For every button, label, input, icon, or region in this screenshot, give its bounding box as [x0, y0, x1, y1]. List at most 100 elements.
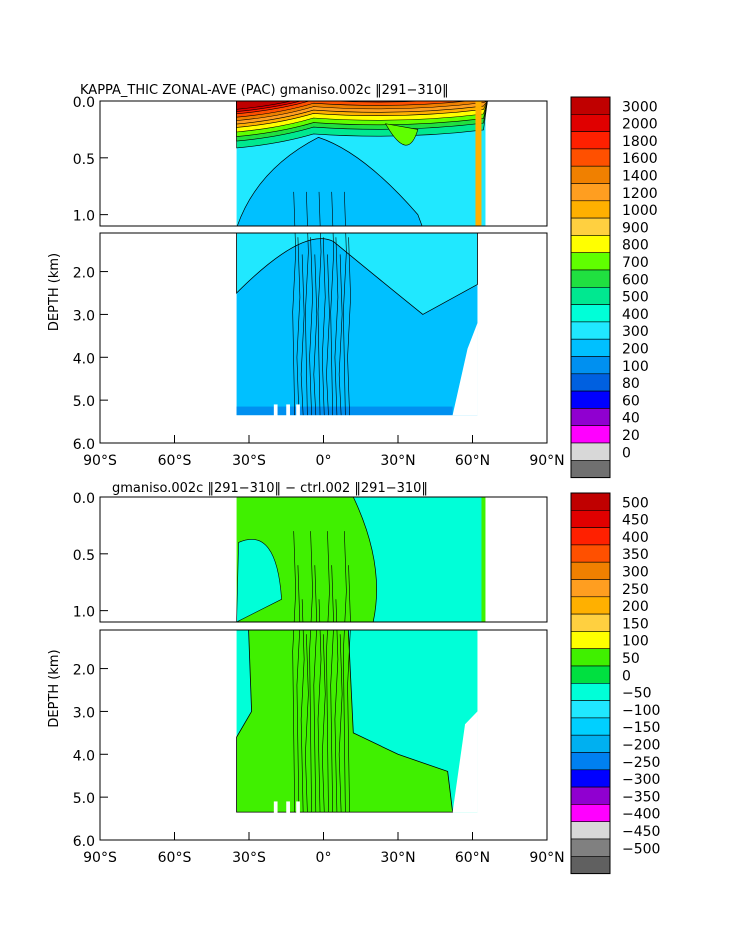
- colorbar-swatch: [570, 648, 611, 667]
- colorbar-swatch: [570, 165, 611, 184]
- colorbar-label: 400: [622, 307, 649, 323]
- x-tick-label: 90°S: [83, 453, 117, 469]
- contour-noise: [292, 630, 351, 813]
- colorbar-swatch: [570, 596, 611, 615]
- colorbar-swatch: [570, 509, 611, 528]
- y-tick-label: 2.0: [73, 266, 95, 282]
- x-tick-label: 30°N: [380, 453, 415, 469]
- x-tick-label: 30°N: [380, 850, 415, 866]
- x-tick-label: 60°S: [158, 850, 192, 866]
- x-tick-label: 30°S: [232, 850, 266, 866]
- colorbar-swatch: [570, 561, 611, 580]
- x-tick-label: 90°N: [529, 850, 564, 866]
- y-tick-label: 4.0: [73, 748, 95, 764]
- colorbar-label: 0: [622, 445, 631, 461]
- contour-800-notch: [385, 123, 419, 146]
- y-tick-label: 0.5: [73, 152, 95, 168]
- colorbar-label: 20: [622, 428, 640, 444]
- contour-400: [236, 233, 478, 315]
- y-tick-label: 0.0: [73, 491, 95, 507]
- x-tick-label: 90°S: [83, 850, 117, 866]
- y-axis-label: DEPTH (km): [47, 253, 62, 331]
- bathymetry-mask: [452, 711, 478, 813]
- seamount-gap: [273, 801, 278, 815]
- colorbar-label: 1800: [622, 134, 658, 150]
- contour-band: [236, 101, 488, 110]
- upper-field: [236, 497, 486, 622]
- contour-band: [236, 101, 488, 118]
- y-tick-label: 3.0: [73, 308, 95, 324]
- colorbar-label: −150: [622, 720, 660, 736]
- y-tick-label: 0.5: [73, 548, 95, 564]
- colorbar-label: 50: [622, 651, 640, 667]
- colorbar-swatch: [570, 613, 611, 632]
- colorbar-swatch: [570, 114, 611, 132]
- colorbar-swatch: [570, 442, 611, 461]
- colorbar-label: 400: [622, 530, 649, 546]
- colorbar-swatch: [570, 579, 611, 598]
- colorbar-label: 80: [622, 376, 640, 392]
- contour-neg50-left: [236, 538, 282, 622]
- colorbar-swatch: [570, 356, 611, 375]
- colorbar-swatch: [570, 286, 611, 305]
- x-tick-label: 60°S: [158, 453, 192, 469]
- chart-title: gmaniso.002c ‖291−310‖ − ctrl.002 ‖291−3…: [112, 481, 428, 496]
- colorbar-label: −300: [622, 772, 660, 788]
- boundary-strip: [475, 497, 482, 622]
- colorbar-label: 100: [622, 359, 649, 375]
- colorbar-label: 300: [622, 565, 649, 581]
- x-tick-label: 60°N: [455, 850, 490, 866]
- upper-frame: [99, 496, 548, 623]
- upper-frame: [99, 100, 548, 227]
- contour-300: [236, 136, 423, 226]
- colorbar-swatch: [570, 855, 611, 874]
- colorbar-swatch: [570, 717, 611, 736]
- colorbar-swatch: [570, 769, 611, 788]
- colorbar-swatch: [570, 131, 611, 150]
- colorbar-swatch: [570, 752, 611, 771]
- y-tick-label: 4.0: [73, 351, 95, 367]
- colorbar-swatch: [570, 252, 611, 271]
- colorbar-label: −200: [622, 738, 660, 754]
- colorbar-swatch: [570, 338, 611, 357]
- colorbar-swatch: [570, 373, 611, 392]
- colorbar-label: 350: [622, 547, 649, 563]
- colorbar-swatch: [570, 786, 611, 805]
- colorbar-label: 1600: [622, 151, 658, 167]
- y-tick-label: 3.0: [73, 705, 95, 721]
- colorbar-label: 300: [622, 324, 649, 340]
- colorbar-label: −100: [622, 703, 660, 719]
- colorbar-swatch: [570, 665, 611, 684]
- colorbar-label: 250: [622, 582, 649, 598]
- colorbar-label: 150: [622, 616, 649, 632]
- colorbar-swatch: [570, 408, 611, 426]
- colorbar-label: −250: [622, 755, 660, 771]
- colorbar-label: 700: [622, 255, 649, 271]
- colorbar-label: 200: [622, 342, 649, 358]
- y-tick-label: 2.0: [73, 663, 95, 679]
- colorbar-swatch: [570, 321, 611, 340]
- colorbar-swatch: [570, 304, 611, 323]
- colorbar-label: 500: [622, 495, 649, 511]
- bottom-panel: gmaniso.002c ‖291−310‖ − ctrl.002 ‖291−3…: [47, 481, 660, 875]
- bathymetry-mask: [452, 323, 478, 416]
- colorbar-swatch: [570, 217, 611, 236]
- x-tick-label: 0°: [316, 453, 332, 469]
- colorbar-swatch: [570, 148, 611, 167]
- colorbar-label: 900: [622, 220, 649, 236]
- colorbar-label: 1200: [622, 186, 658, 202]
- colorbar-frame: [570, 96, 611, 479]
- y-tick-label: 6.0: [73, 437, 95, 453]
- colorbar-swatch: [570, 390, 611, 409]
- colorbar-label: −350: [622, 789, 660, 805]
- colorbar-label: 200: [622, 599, 649, 615]
- colorbar-swatch: [570, 544, 611, 563]
- colorbar-swatch: [570, 183, 611, 202]
- colorbar-swatch: [570, 804, 611, 823]
- colorbar-swatch: [570, 682, 611, 701]
- colorbar-swatch: [570, 235, 611, 253]
- y-tick-label: 1.0: [73, 209, 95, 225]
- colorbar-swatch: [570, 425, 611, 444]
- colorbar-label: 1400: [622, 169, 658, 185]
